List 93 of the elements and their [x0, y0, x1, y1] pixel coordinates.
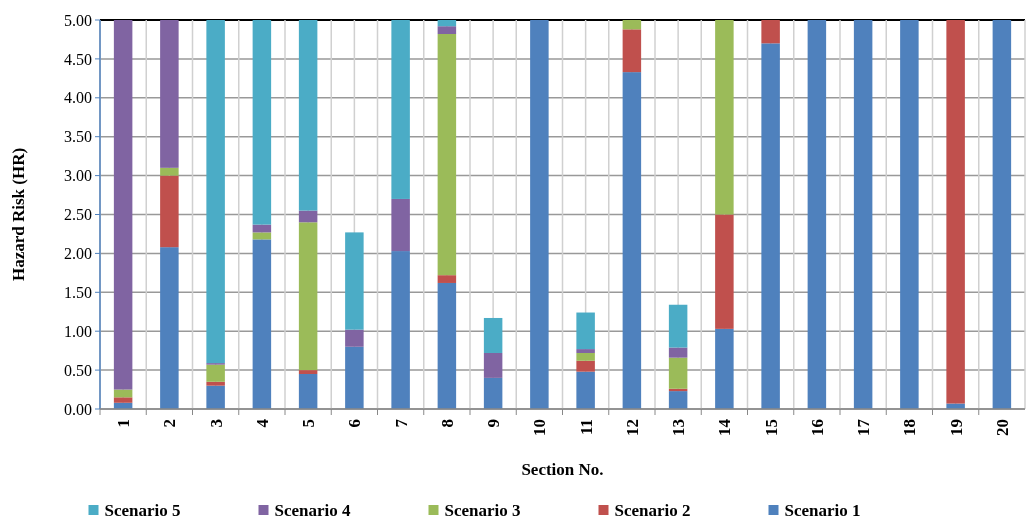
bar	[946, 20, 965, 404]
bar	[900, 20, 919, 409]
x-tick-label: 14	[715, 418, 735, 436]
y-tick-label: 0.00	[64, 400, 92, 418]
bar	[345, 329, 364, 347]
x-tick-label: 3	[206, 419, 226, 428]
bar	[113, 397, 133, 403]
x-tick-label: 9	[484, 419, 504, 428]
x-tick-label: 16	[807, 419, 827, 436]
bar	[206, 381, 225, 386]
bar	[807, 20, 827, 409]
bar	[160, 167, 179, 176]
bar	[437, 34, 457, 276]
bar	[437, 282, 457, 409]
bar	[483, 377, 503, 409]
bar	[437, 20, 457, 27]
bar	[576, 349, 595, 353]
y-tick-label: 3.00	[64, 167, 92, 185]
bar	[206, 385, 225, 409]
legend-label: Scenario 4	[274, 501, 352, 520]
x-tick-label: 15	[761, 419, 781, 436]
bar	[576, 360, 595, 372]
bar	[437, 275, 457, 283]
legend-label: Scenario 5	[104, 501, 181, 520]
bar	[298, 20, 318, 211]
bar	[298, 370, 318, 374]
bar	[298, 373, 318, 409]
bar	[576, 352, 595, 361]
y-axis-title: Hazard Risk (HR)	[9, 147, 28, 282]
legend-label: Scenario 2	[614, 501, 691, 520]
bar	[530, 20, 549, 409]
y-tick-label: 0.50	[64, 361, 92, 379]
bar	[391, 251, 410, 409]
x-tick-label: 7	[391, 418, 411, 428]
bar	[483, 352, 503, 378]
bar	[298, 210, 318, 223]
bar	[252, 239, 272, 409]
y-tick-label: 4.50	[64, 50, 92, 68]
bar	[853, 20, 873, 409]
bar	[622, 72, 642, 409]
x-tick-label: 4	[252, 418, 272, 428]
bar	[668, 347, 688, 358]
bar	[391, 198, 410, 252]
y-tick-label: 1.50	[64, 283, 92, 301]
bar	[622, 20, 642, 30]
bar	[761, 43, 780, 409]
y-tick-label: 2.50	[64, 206, 92, 224]
y-tick-label: 1.00	[64, 322, 92, 340]
x-tick-label: 12	[622, 419, 642, 436]
y-tick-label: 3.50	[64, 128, 92, 146]
y-tick-label: 4.00	[64, 89, 92, 107]
x-tick-label: 5	[299, 419, 319, 428]
bar	[160, 247, 179, 409]
x-tick-label: 1	[114, 419, 134, 428]
bar	[576, 312, 595, 350]
y-tick-label: 2.00	[64, 245, 92, 262]
bar	[298, 222, 318, 371]
x-tick-label: 17	[854, 418, 874, 436]
bar	[252, 20, 272, 225]
bar	[206, 364, 225, 382]
bar	[113, 20, 133, 390]
bar	[761, 20, 780, 44]
bar	[160, 175, 179, 248]
bar	[576, 371, 595, 409]
bar	[206, 20, 225, 364]
bar	[668, 304, 688, 348]
legend-label: Scenario 1	[784, 501, 861, 520]
legend-label: Scenario 3	[444, 501, 521, 520]
bar	[391, 20, 410, 199]
x-tick-label: 11	[576, 419, 596, 436]
x-tick-label: 2	[160, 419, 180, 428]
x-tick-label: 13	[669, 419, 689, 436]
bar	[345, 232, 364, 330]
x-axis-title: Section No.	[521, 460, 604, 479]
y-tick-label: 5.00	[64, 11, 92, 29]
bar	[715, 214, 734, 329]
x-tick-label: 6	[345, 419, 365, 428]
bar	[715, 328, 734, 409]
bar	[992, 20, 1012, 409]
x-tick-label: 20	[992, 419, 1012, 436]
x-tick-label: 19	[946, 419, 966, 436]
bar	[622, 29, 642, 73]
bar	[437, 26, 457, 34]
bar	[483, 317, 503, 353]
bar	[160, 20, 179, 168]
bar	[715, 20, 734, 215]
x-tick-label: 8	[437, 419, 457, 428]
bar	[252, 232, 272, 240]
x-tick-label: 10	[530, 419, 550, 436]
bar	[668, 391, 688, 409]
bar	[668, 357, 688, 389]
bar	[345, 346, 364, 409]
x-tick-label: 18	[900, 419, 920, 436]
